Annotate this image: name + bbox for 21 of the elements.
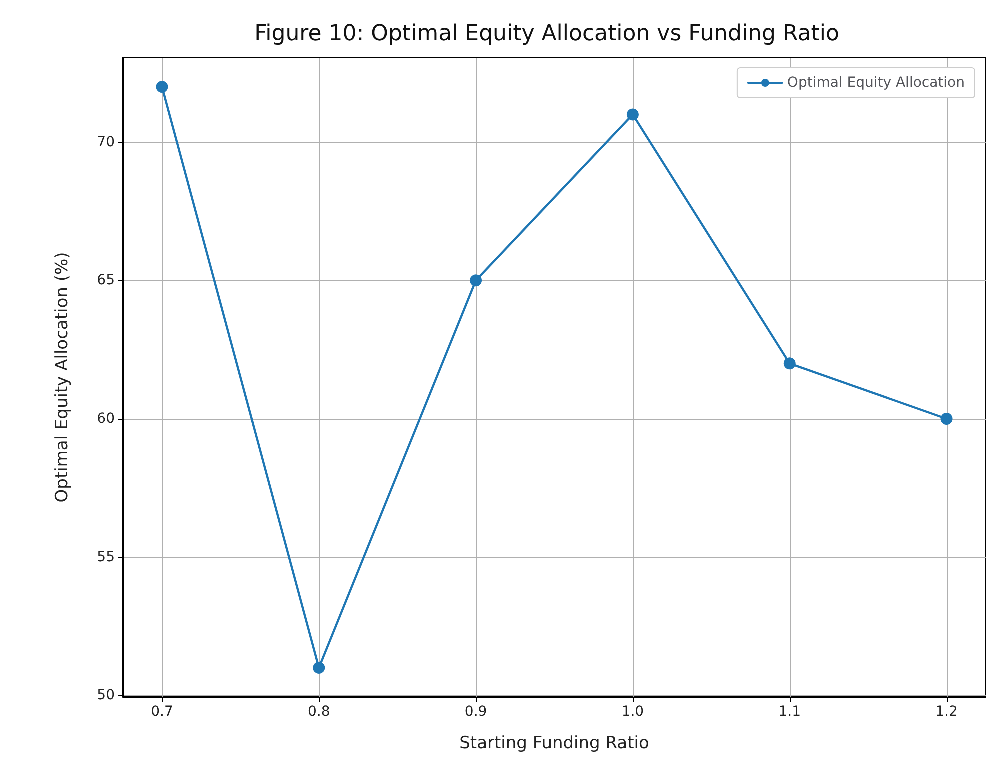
point — [940, 412, 953, 425]
chart-title: Figure 10: Optimal Equity Allocation vs Funding Ratio — [254, 22, 840, 46]
x-tick-label: 0.7 — [151, 704, 174, 720]
y-tick-label: 50 — [97, 688, 115, 704]
point — [626, 108, 639, 121]
x-tick-label: 0.8 — [308, 704, 330, 720]
y-axis-title: Optimal Equity Allocation (%) — [52, 252, 72, 503]
point — [313, 662, 326, 674]
y-tick-label: 60 — [97, 410, 115, 427]
x-tick-label: 1.1 — [778, 704, 801, 720]
x-axis-title: Starting Funding Ratio — [460, 734, 650, 754]
x-tick-label: 0.9 — [464, 704, 488, 720]
point — [784, 358, 796, 370]
y-tick-label: 65 — [97, 272, 115, 289]
x-tick-label: 1.2 — [936, 704, 958, 720]
point — [470, 274, 482, 287]
y-tick-label: 55 — [97, 549, 115, 566]
y-tick-label: 70 — [97, 134, 115, 150]
legend-label: Optimal Equity Allocation — [787, 75, 965, 91]
point — [156, 81, 168, 94]
x-tick-label: 1.0 — [622, 704, 644, 720]
